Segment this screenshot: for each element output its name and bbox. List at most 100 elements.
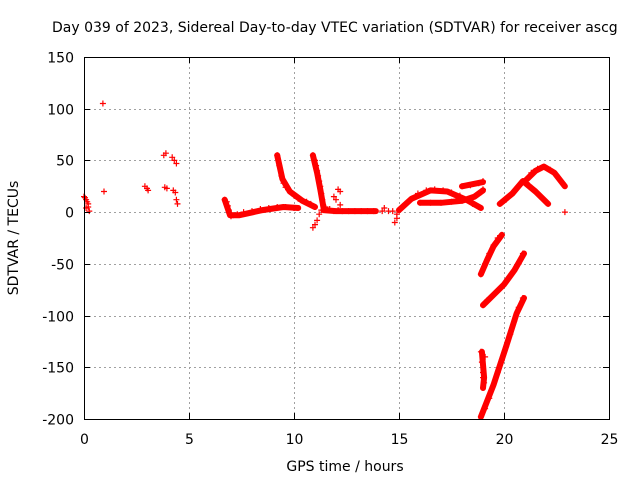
data-point xyxy=(532,188,539,195)
data-point xyxy=(101,188,107,195)
data-point xyxy=(509,190,516,197)
x-tick-label: 5 xyxy=(185,432,194,448)
data-point xyxy=(503,343,510,350)
y-axis-title: SDTVAR / TECUs xyxy=(6,181,22,296)
data-point xyxy=(309,152,316,159)
data-point xyxy=(482,260,489,267)
data-point xyxy=(480,186,486,193)
data-point xyxy=(240,209,247,216)
data-point xyxy=(337,201,344,208)
data-point xyxy=(393,215,400,222)
data-point xyxy=(322,204,329,210)
data-point xyxy=(561,209,568,216)
data-point xyxy=(496,285,503,292)
data-point xyxy=(309,224,316,231)
data-point xyxy=(379,208,386,215)
data-point xyxy=(469,200,476,207)
y-tick-label: 150 xyxy=(47,51,74,67)
data-point xyxy=(172,189,179,196)
y-tick-label: -200 xyxy=(42,413,74,429)
data-point xyxy=(438,199,444,206)
data-point xyxy=(515,260,522,267)
data-point xyxy=(314,217,321,224)
data-point xyxy=(440,187,447,194)
data-point xyxy=(496,200,503,207)
data-point xyxy=(274,152,281,159)
data-point xyxy=(171,157,178,164)
data-point xyxy=(234,211,241,218)
data-point xyxy=(431,186,438,193)
data-point xyxy=(515,304,522,311)
x-tick-label: 25 xyxy=(601,432,619,448)
grid xyxy=(84,57,609,419)
data-point xyxy=(540,163,547,170)
data-point xyxy=(286,188,293,195)
y-tick-label: 100 xyxy=(47,103,74,119)
data-point xyxy=(503,278,510,285)
data-point xyxy=(145,187,152,194)
data-point xyxy=(318,190,325,197)
dense-marker-run xyxy=(477,231,505,278)
data-point xyxy=(381,205,388,211)
data-point xyxy=(486,395,493,402)
data-point xyxy=(316,178,323,185)
data-point xyxy=(86,208,93,215)
data-point xyxy=(315,172,322,179)
x-axis: 0 5 10 15 20 25 xyxy=(80,57,618,448)
data-point xyxy=(312,204,318,210)
data-point xyxy=(265,205,272,211)
data-point xyxy=(477,348,484,355)
data-point xyxy=(224,202,231,209)
data-point xyxy=(480,374,486,381)
data-point xyxy=(494,235,501,241)
data-point xyxy=(463,196,470,203)
data-point xyxy=(174,200,181,207)
data-point xyxy=(490,242,497,249)
data-point xyxy=(337,188,344,195)
y-tick-label: -150 xyxy=(42,361,74,377)
data-point xyxy=(482,405,489,412)
data-point xyxy=(282,204,289,210)
y-tick-label: -50 xyxy=(51,258,74,274)
data-point xyxy=(282,184,289,191)
data-point xyxy=(313,162,320,169)
series-points xyxy=(81,100,568,420)
data-point xyxy=(490,381,497,388)
x-tick-label: 20 xyxy=(496,432,514,448)
data-point xyxy=(299,197,306,204)
data-point xyxy=(396,207,402,214)
data-point xyxy=(526,182,533,189)
data-point xyxy=(427,199,434,206)
data-point xyxy=(312,221,318,228)
x-tick-label: 10 xyxy=(286,432,304,448)
data-point xyxy=(467,182,474,189)
data-point xyxy=(480,369,486,376)
data-point xyxy=(545,200,552,207)
y-axis: -200 -150 -100 -50 0 50 100 150 xyxy=(42,51,609,429)
data-point xyxy=(459,197,465,204)
x-axis-title: GPS time / hours xyxy=(286,459,403,475)
data-point xyxy=(225,207,232,214)
data-point xyxy=(339,208,346,215)
data-point xyxy=(519,250,526,257)
data-point xyxy=(498,357,505,363)
data-point xyxy=(330,193,337,200)
data-point xyxy=(295,195,302,202)
data-point xyxy=(169,154,176,161)
data-point xyxy=(417,199,423,206)
data-point xyxy=(408,195,415,202)
y-tick-label: 50 xyxy=(56,154,74,170)
data-point xyxy=(163,185,170,192)
data-point xyxy=(534,165,541,172)
data-point xyxy=(484,297,491,304)
data-point xyxy=(291,205,297,211)
data-point xyxy=(423,187,430,194)
data-point xyxy=(316,211,323,218)
data-point xyxy=(330,208,337,215)
data-point xyxy=(414,190,421,197)
x-tick-label: 0 xyxy=(80,432,89,448)
data-point xyxy=(519,295,526,301)
series-segments xyxy=(221,152,568,420)
data-point xyxy=(345,208,352,215)
